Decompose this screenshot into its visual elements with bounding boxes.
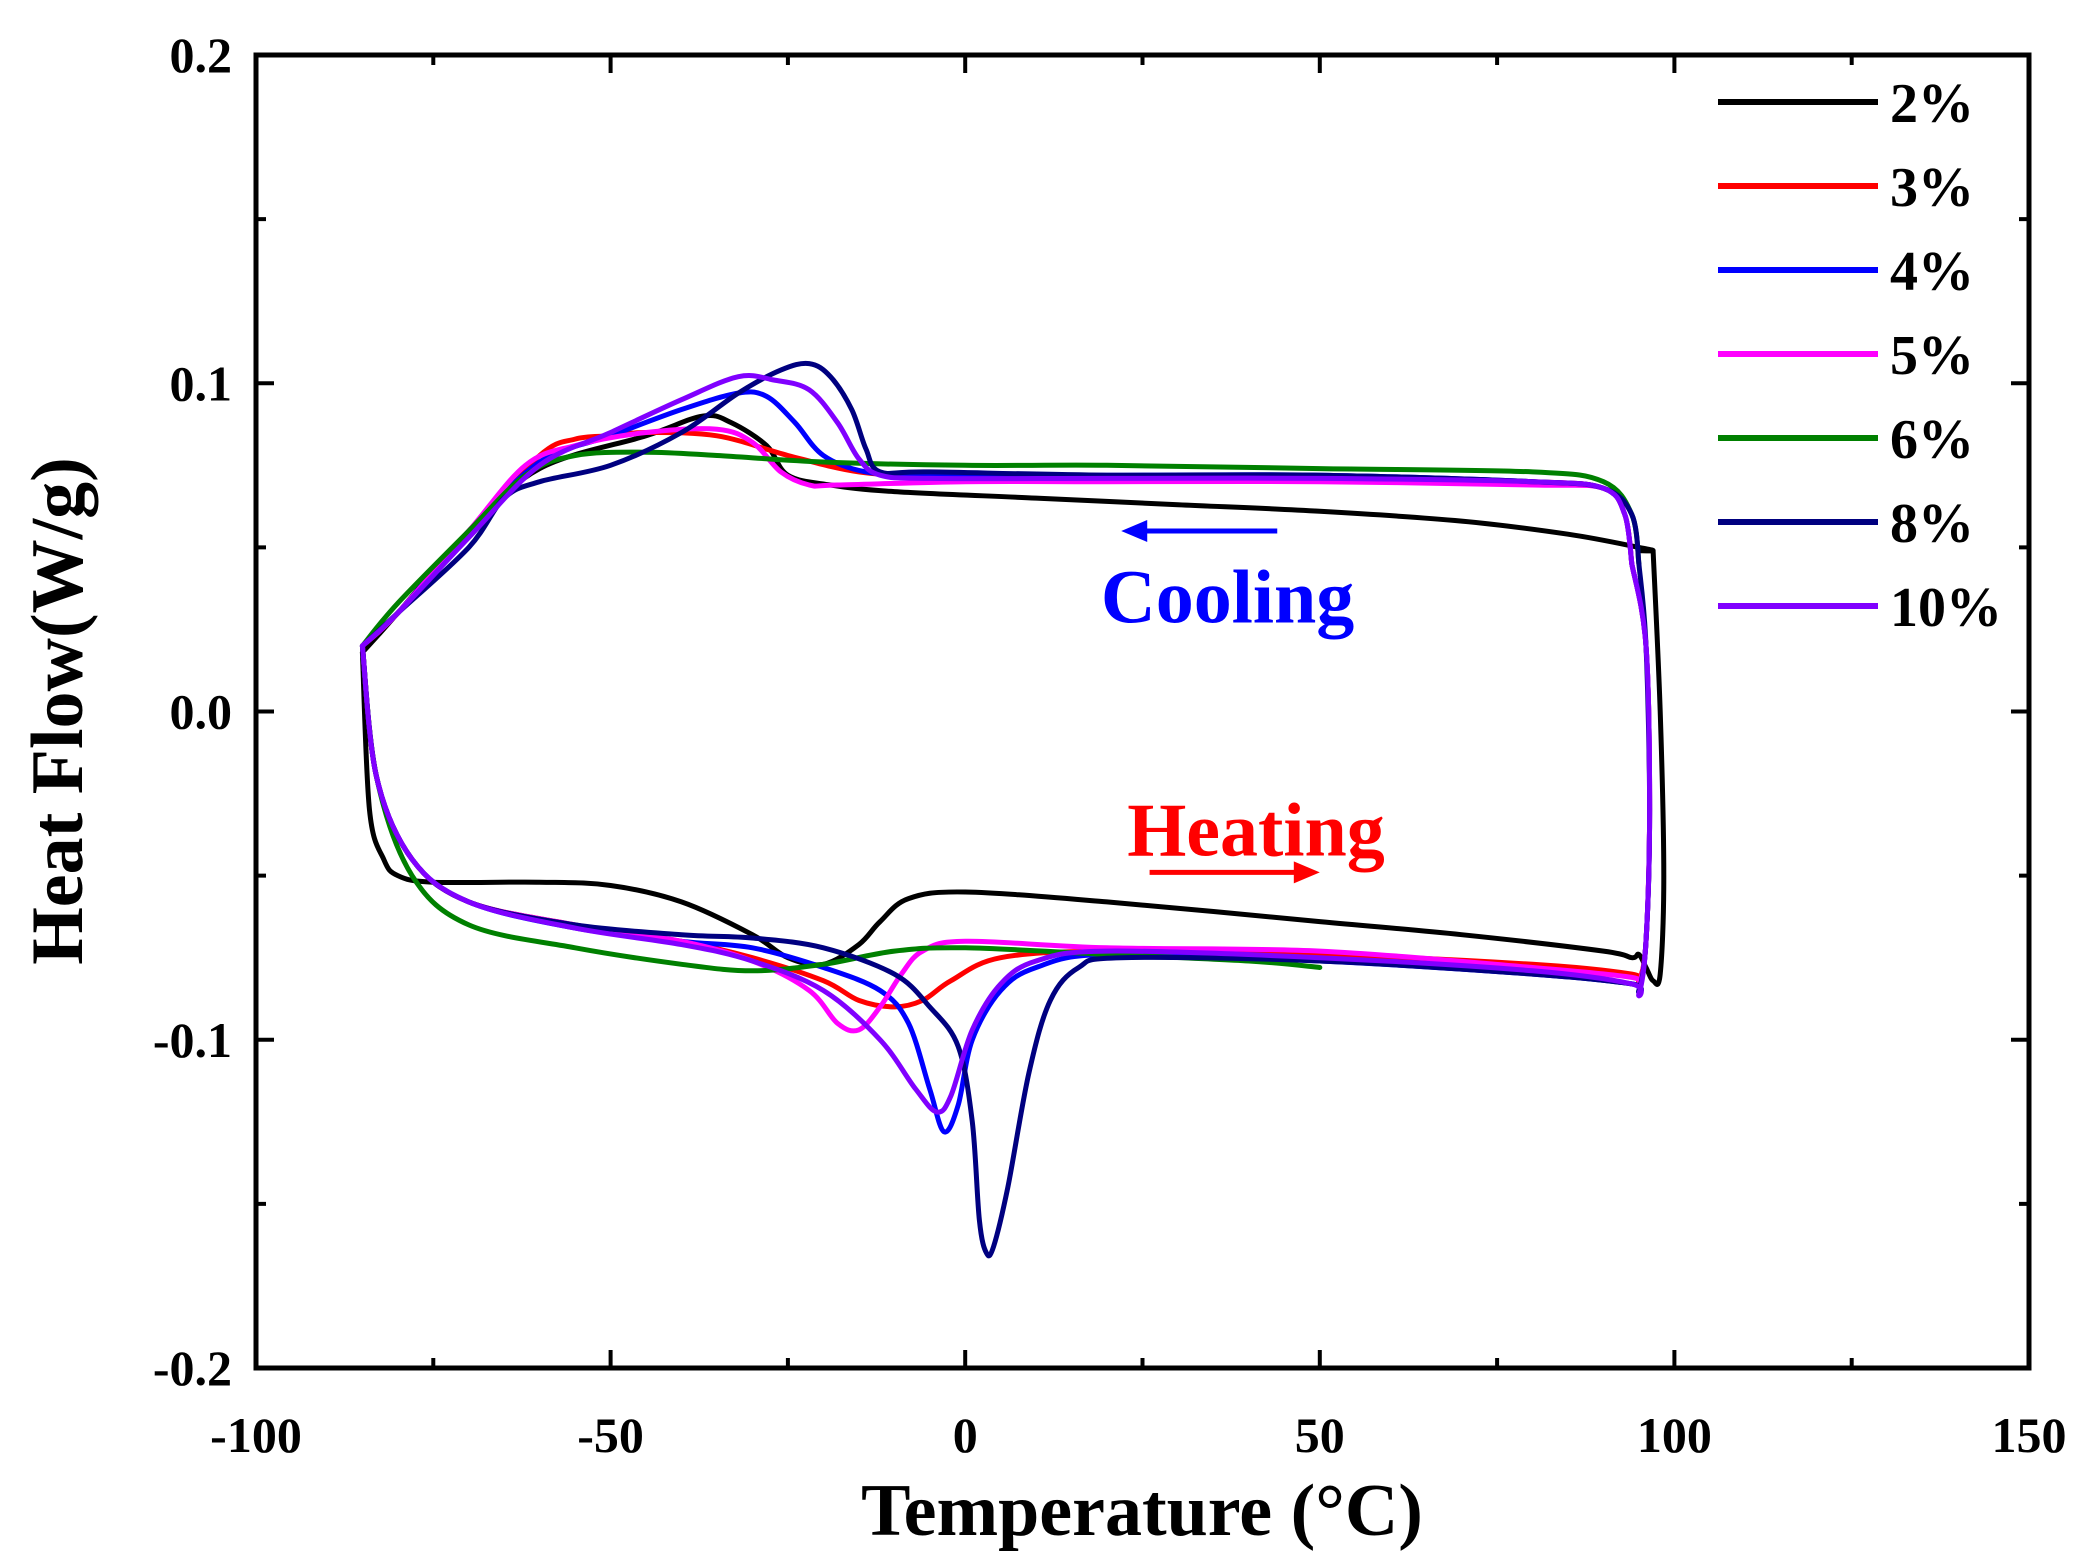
cooling-annotation-label: Cooling xyxy=(1101,556,1354,640)
legend-label-3: 4% xyxy=(1890,241,1974,303)
series-7-heating-line xyxy=(359,561,1653,1115)
x-tick-label: -50 xyxy=(577,1407,644,1463)
cooling-arrow-head xyxy=(1121,519,1148,542)
x-tick-label: -100 xyxy=(210,1407,302,1463)
legend-label-2: 3% xyxy=(1890,157,1974,219)
x-tick-label: 150 xyxy=(1992,1407,2067,1463)
legend-label-5: 6% xyxy=(1890,409,1974,471)
series-5-cooling-line xyxy=(359,449,1642,649)
y-axis-title: Heat Flow(W/g) xyxy=(17,457,99,965)
series-curves xyxy=(359,360,1667,1259)
heating-arrow-head xyxy=(1293,861,1320,884)
legend-label-7: 10% xyxy=(1890,577,2002,639)
series-6-heating-line xyxy=(359,561,1653,1259)
series-1-heating-line xyxy=(359,548,1667,987)
y-tick-label: 0.0 xyxy=(170,684,233,740)
legend: 2% 3% 4% 5% 6% 8% 10% xyxy=(1718,73,2002,639)
series-7-cooling-line xyxy=(359,373,1635,649)
y-tick-label: -0.1 xyxy=(153,1012,232,1068)
x-tick-label: 50 xyxy=(1295,1407,1345,1463)
heating-annotation-label: Heating xyxy=(1127,789,1385,873)
series-5-heating-line xyxy=(359,643,1323,974)
x-tick-label: 0 xyxy=(953,1407,978,1463)
annotations: Cooling Heating xyxy=(1101,519,1385,884)
series-6-cooling-line xyxy=(359,360,1642,649)
series-4-heating-line xyxy=(359,561,1653,1034)
legend-label-4: 5% xyxy=(1890,325,1974,387)
legend-label-6: 8% xyxy=(1890,493,1974,555)
y-tick-label: -0.2 xyxy=(153,1340,232,1396)
y-tick-label: 0.2 xyxy=(170,27,233,83)
axis-ticks xyxy=(254,53,2031,1370)
series-3-heating-line xyxy=(359,561,1653,1135)
y-tick-label: 0.1 xyxy=(170,355,233,411)
plot-area-frame xyxy=(253,52,2032,1371)
legend-label-1: 2% xyxy=(1890,73,1974,135)
x-tick-label: 100 xyxy=(1637,1407,1712,1463)
series-4-cooling-line xyxy=(359,426,1635,649)
axis-tick-labels: -100 -50 0 50 100 150 -0.2 -0.1 0.0 0.1 0.2 xyxy=(153,27,2067,1463)
x-axis-title: Temperature (°C) xyxy=(861,1470,1423,1552)
